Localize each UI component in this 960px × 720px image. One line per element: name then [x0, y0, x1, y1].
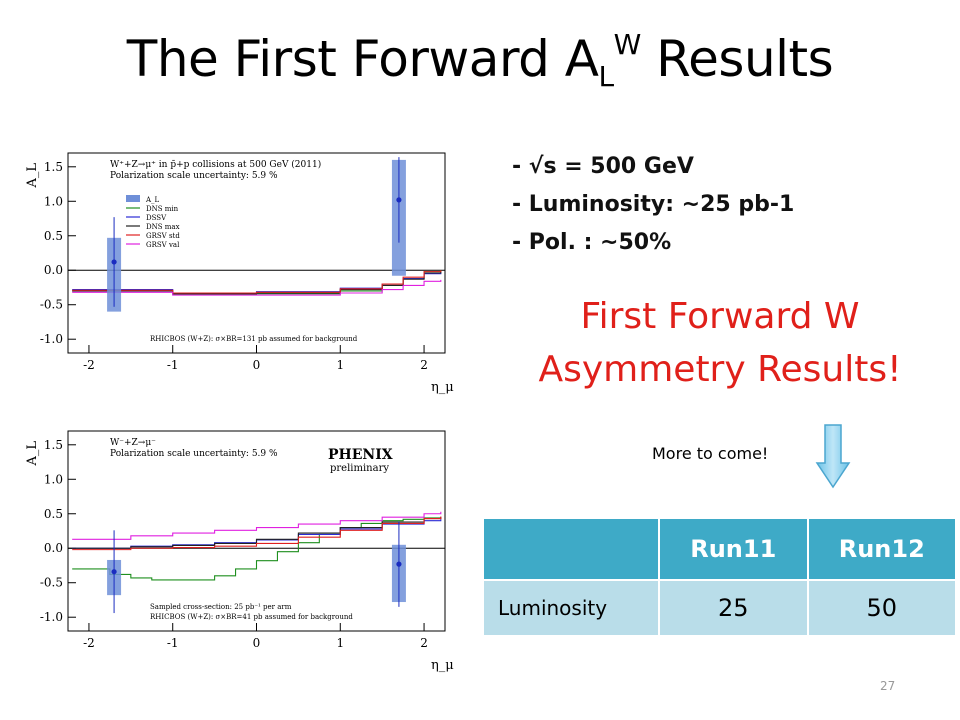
- x-tick-label: -2: [83, 358, 95, 372]
- luminosity-table: Run11 Run12 Luminosity 25 50: [483, 518, 956, 636]
- chart-w-minus: 1.5 1.0 0.5 0.0 -0.5 -1.0 -2 -1 0 1 2 A_L η_μ- W⁻+Z→μ…: [25, 430, 454, 673]
- x-tick-label: 2: [420, 636, 428, 650]
- table-header-run11: Run11: [659, 518, 808, 580]
- legend-entry: DNS max: [146, 223, 180, 231]
- x-tick-label: -2: [83, 636, 95, 650]
- x-tick-label: 0: [253, 636, 261, 650]
- legend-entry: DSSV: [146, 214, 167, 222]
- chart-w-plus: 1.5 1.0 0.5 0.0 -0.5 -1.0 -2 -1 0 1 2 A_L η_μ+ W⁺+Z→μ…: [25, 152, 454, 395]
- title-main: The First Forward A: [126, 30, 599, 88]
- x-tick-label: 1: [336, 358, 344, 372]
- x-tick-label: 0: [253, 358, 261, 372]
- x-axis-label: η_μ+: [431, 380, 454, 395]
- y-tick-label: -1.0: [40, 332, 63, 346]
- cell-run12-luminosity: 50: [807, 580, 956, 636]
- slide-title: The First Forward ALW Results: [0, 28, 960, 93]
- legend-entry: A_L: [145, 196, 160, 204]
- x-tick-label: 1: [336, 636, 344, 650]
- y-tick-label: 1.5: [44, 438, 63, 452]
- y-tick-label: 0.5: [44, 507, 63, 521]
- y-tick-label: 0.0: [44, 263, 63, 277]
- preliminary-label: preliminary: [330, 463, 389, 474]
- y-tick-label: -0.5: [40, 298, 63, 312]
- headline-line-2: Asymmetry Results!: [538, 349, 902, 390]
- title-superscript: W: [613, 28, 642, 61]
- row-label-luminosity: Luminosity: [483, 580, 659, 636]
- legend-entry: DNS min: [146, 205, 179, 213]
- bullet-energy: - √s = 500 GeV: [512, 154, 694, 179]
- x-tick-label: -1: [167, 636, 179, 650]
- y-tick-label: 0.5: [44, 229, 63, 243]
- headline-line-1: First Forward W: [580, 296, 860, 337]
- y-tick-label: 0.0: [44, 541, 63, 555]
- chart-annotation: Polarization scale uncertainty: 5.9 %: [110, 171, 278, 181]
- bullet-polarization: - Pol. : ~50%: [512, 230, 672, 255]
- y-tick-label: 1.5: [44, 160, 63, 174]
- x-axis-label: η_μ-: [431, 658, 454, 673]
- data-point: [111, 569, 117, 575]
- x-tick-label: -1: [167, 358, 179, 372]
- legend-entry: GRSV val: [146, 241, 180, 249]
- data-point: [396, 197, 402, 203]
- series-line: [72, 517, 442, 581]
- chart-footnote: Sampled cross-section: 25 pb⁻¹ per arm: [150, 603, 292, 611]
- series-line: [72, 279, 442, 296]
- table-header-row: Run11 Run12: [483, 518, 956, 580]
- more-to-come-note: More to come!: [652, 444, 769, 463]
- table-header-blank: [483, 518, 659, 580]
- bullet-luminosity: - Luminosity: ~25 pb-1: [512, 192, 795, 217]
- y-tick-label: -0.5: [40, 576, 63, 590]
- chart-footnote: RHICBOS (W+Z): σ×BR=131 pb assumed for b…: [150, 335, 358, 343]
- headline: First Forward W Asymmetry Results!: [520, 290, 920, 396]
- phenix-logo: PHENIX: [328, 447, 393, 463]
- legend-entry: GRSV std: [146, 232, 180, 240]
- title-subscript: L: [598, 60, 614, 93]
- bullet-list: - √s = 500 GeV - Luminosity: ~25 pb-1 - …: [512, 148, 794, 262]
- data-point: [111, 259, 117, 265]
- y-tick-label: -1.0: [40, 610, 63, 624]
- y-axis-label: A_L: [25, 441, 40, 467]
- title-tail: Results: [640, 30, 834, 88]
- x-tick-label: 2: [420, 358, 428, 372]
- y-axis-label: A_L: [25, 163, 40, 189]
- chart-annotation: W⁺+Z→μ⁺ in p̄+p collisions at 500 GeV (2…: [110, 159, 321, 170]
- down-arrow-icon: [815, 424, 851, 489]
- series-line: [72, 511, 442, 540]
- plot-frame: [67, 152, 446, 354]
- legend-swatch: [126, 195, 140, 202]
- chart-annotation: W⁻+Z→μ⁻: [110, 438, 156, 448]
- series-line: [72, 516, 442, 551]
- series-line: [72, 270, 442, 294]
- y-tick-label: 1.0: [44, 194, 63, 208]
- page-number: 27: [880, 679, 896, 693]
- data-point: [396, 561, 402, 567]
- cell-run11-luminosity: 25: [659, 580, 808, 636]
- chart-annotation: Polarization scale uncertainty: 5.9 %: [110, 449, 278, 459]
- table-header-run12: Run12: [807, 518, 956, 580]
- table-row: Luminosity 25 50: [483, 580, 956, 636]
- chart-footnote: RHICBOS (W+Z): σ×BR=41 pb assumed for ba…: [150, 613, 353, 621]
- y-tick-label: 1.0: [44, 472, 63, 486]
